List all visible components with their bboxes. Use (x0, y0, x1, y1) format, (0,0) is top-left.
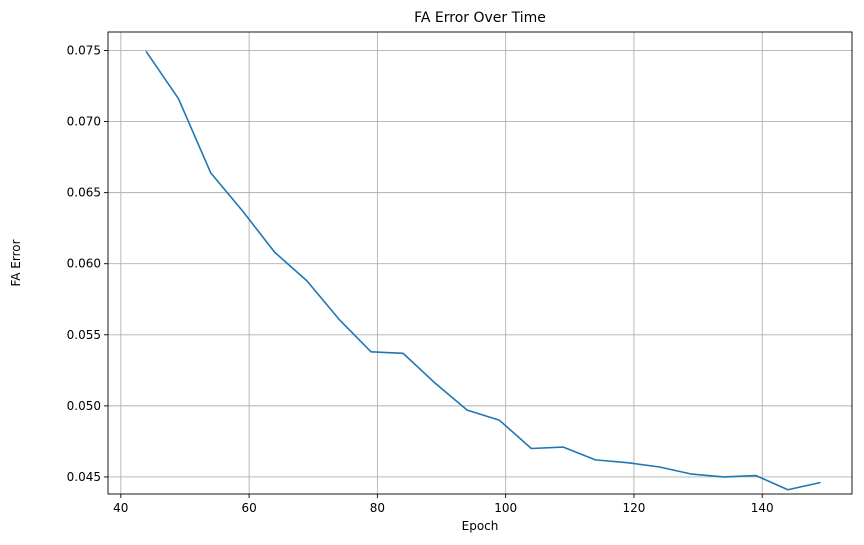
y-tick-label: 0.060 (67, 257, 101, 271)
chart-title: FA Error Over Time (414, 10, 546, 26)
series-layer (145, 51, 821, 491)
y-axis-ticks: 0.045 0.050 0.055 0.060 0.065 0.070 0.075 (67, 43, 108, 484)
x-tick-label: 60 (241, 501, 256, 515)
x-tick-label: 40 (113, 501, 128, 515)
x-axis-ticks: 40 60 80 100 120 140 (113, 494, 774, 515)
x-tick-label: 80 (370, 501, 385, 515)
y-tick-label: 0.065 (67, 186, 101, 200)
x-tick-label: 140 (751, 501, 774, 515)
x-tick-label: 120 (622, 501, 645, 515)
x-axis-label: Epoch (462, 519, 499, 533)
plot-frame (107, 31, 853, 495)
y-tick-label: 0.050 (67, 399, 101, 413)
y-axis-label: FA Error (9, 239, 23, 286)
series-line (145, 51, 821, 491)
x-tick-label: 100 (494, 501, 517, 515)
grid (108, 32, 852, 494)
y-tick-label: 0.045 (67, 470, 101, 484)
y-tick-label: 0.055 (67, 328, 101, 342)
y-tick-label: 0.070 (67, 115, 101, 129)
y-tick-label: 0.075 (67, 43, 101, 57)
